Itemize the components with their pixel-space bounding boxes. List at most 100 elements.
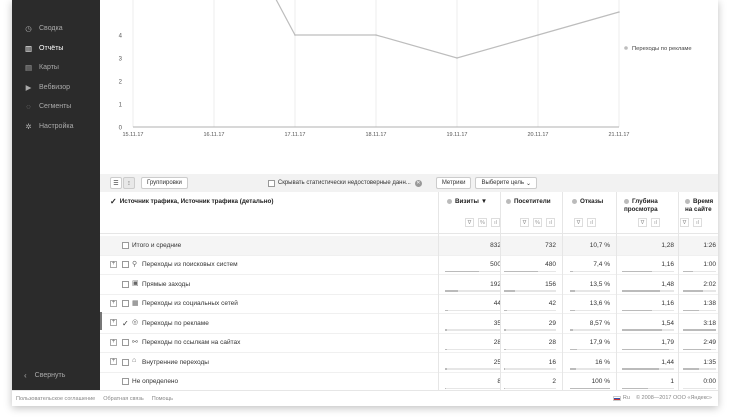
play-icon: ▶ [25, 82, 32, 92]
sidebar-item-1[interactable]: ▥ Отчёты [12, 39, 100, 59]
collapse-label: Свернуть [34, 372, 66, 379]
percent-icon[interactable]: % [533, 218, 542, 227]
row-checkbox[interactable] [122, 358, 129, 366]
footer-link-feedback[interactable]: Обратная связь [103, 395, 144, 402]
cell-value: 16 [548, 358, 556, 366]
cell-value: 0:00 [703, 378, 716, 385]
percent-icon[interactable]: % [478, 218, 487, 227]
x-tick-label: 21.11.17 [608, 132, 629, 138]
table-row[interactable]: + ▦ Переходы из социальных сетей 44 42 13,6 %… [100, 295, 718, 314]
cell-value: 42 [548, 300, 556, 307]
total-row[interactable]: Итого и средние 832 732 10,7 % 1,28 1:26 [100, 236, 718, 256]
footer-link-help[interactable]: Помощь [151, 395, 173, 402]
column-header-label: Время на сайте [685, 198, 714, 213]
tree-view-icon: ⁝ [128, 180, 130, 187]
row-checkbox[interactable] [122, 339, 129, 346]
table-row[interactable]: + ⌂ Внутренние переходы 25 16 16 % 1,44 1:35 [100, 353, 718, 373]
app-window: ◷ Сводка ▥ Отчёты ▤ Карты ▶ Вебвизор ◌ Сегменты ✲ Н… [12, 0, 718, 406]
cell-bar-track [504, 290, 556, 292]
collapse-button[interactable]: ‹ Свернуть [24, 371, 65, 380]
sidebar-item-3[interactable]: ▶ Вебвизор [12, 78, 100, 98]
cell-bar-track [570, 290, 610, 292]
chevron-left-icon: ‹ [24, 371, 27, 380]
column-chart-icon[interactable]: ıl [491, 218, 500, 227]
sidebar-item-label: Сводка [39, 25, 63, 33]
cell-value: 28 [548, 339, 556, 346]
row-checkbox[interactable] [122, 241, 129, 249]
filter-icon[interactable]: ∇ [465, 218, 474, 227]
column-divider [678, 192, 679, 390]
dimension-header[interactable]: ✓ Источник трафика, Источник трафика (де… [110, 198, 274, 206]
cell-value: 28 [493, 339, 501, 346]
row-checkbox[interactable] [122, 300, 129, 307]
row-label: Переходы по рекламе [142, 319, 209, 327]
footer-link-agreement[interactable]: Пользовательское соглашение [16, 395, 96, 402]
row-label: Не определено [132, 378, 179, 385]
grouping-button[interactable]: Группировки [141, 177, 188, 189]
y-tick-label: 4 [119, 34, 123, 40]
sidebar-item-2[interactable]: ▤ Карты [12, 58, 100, 78]
cell-bar-track [445, 329, 501, 331]
column-header-3[interactable]: Глубина просмотра [624, 198, 678, 214]
expand-icon[interactable]: + [110, 299, 117, 307]
link-icon: ⚯ [132, 338, 138, 346]
table-row[interactable]: ▣ Прямые заходы 192 156 13,5 % 1,48 2:02 [100, 275, 718, 295]
scrollbar-marker[interactable] [100, 312, 102, 330]
hide-unreliable-checkbox[interactable] [267, 179, 275, 187]
expand-icon[interactable]: + [110, 338, 117, 346]
column-header-1[interactable]: Посетители [506, 198, 560, 206]
goal-select[interactable]: Выберите цель ⌄ [475, 177, 537, 189]
filter-icon[interactable]: ∇ [680, 218, 689, 227]
data-point [537, 34, 539, 36]
cell-bar [570, 309, 576, 311]
goal-select-label: Выберите цель [481, 180, 524, 186]
hide-unreliable-toggle[interactable]: Скрывать статистически недостоверные дан… [267, 179, 422, 187]
expand-icon[interactable]: + [110, 319, 117, 326]
row-checkbox[interactable]: ✓ [122, 318, 129, 328]
info-icon[interactable]: ✕ [414, 179, 422, 187]
filter-icon[interactable]: ∇ [520, 218, 529, 227]
filter-icon[interactable]: ∇ [574, 218, 583, 227]
table-row[interactable]: + ✓ ◎ Переходы по рекламе 35 29 8,57 % 1,54 3:18 [100, 314, 718, 334]
x-tick-label: 15.11.17 [122, 132, 143, 138]
metrics-button[interactable]: Метрики [435, 177, 472, 189]
cell-value: 156 [545, 280, 556, 288]
cell-bar [622, 368, 660, 370]
column-chart-icon[interactable]: ıl [546, 218, 555, 227]
x-tick-label: 18.11.17 [365, 132, 386, 138]
cell-value: 192 [490, 280, 501, 288]
cell-bar [622, 329, 663, 331]
column-header-0[interactable]: Визиты ▼ [447, 198, 505, 206]
cell-value: 3:18 [703, 319, 716, 327]
cell-value: 2 [552, 378, 556, 385]
sidebar-item-label: Отчёты [39, 44, 64, 52]
sidebar-item-0[interactable]: ◷ Сводка [12, 19, 100, 39]
chevron-down-icon: ⌄ [525, 180, 531, 187]
view-table-button[interactable]: ☰ [110, 177, 122, 189]
column-chart-icon[interactable]: ıl [651, 218, 660, 227]
row-checkbox[interactable] [122, 280, 129, 288]
view-tree-button[interactable]: ⁝ [123, 177, 135, 189]
row-checkbox[interactable] [122, 261, 129, 268]
expand-icon[interactable]: + [110, 260, 117, 268]
y-tick-label: 0 [119, 126, 123, 132]
language-switch[interactable]: Ru [612, 395, 630, 401]
column-header-4[interactable]: Время на сайте [685, 198, 718, 214]
table-row[interactable]: + ⚲ Переходы из поисковых систем 500 480 7,4 … [100, 256, 718, 275]
column-header-2[interactable]: Отказы [572, 198, 614, 206]
cell-value: 13,5 % [589, 280, 610, 288]
row-checkbox[interactable] [122, 378, 129, 385]
cell-bar-track [445, 368, 501, 370]
column-chart-icon[interactable]: ıl [693, 218, 702, 227]
sidebar-item-4[interactable]: ◌ Сегменты [12, 97, 100, 117]
data-point [294, 34, 296, 36]
filter-icon[interactable]: ∇ [638, 218, 647, 227]
column-chart-icon[interactable]: ıl [587, 218, 596, 227]
clock-icon: ◷ [25, 24, 32, 33]
expand-icon[interactable]: + [110, 358, 117, 365]
gear-icon: ✲ [25, 121, 32, 131]
ads-icon: ◎ [132, 319, 139, 326]
cell-bar-track [504, 348, 556, 350]
table-row[interactable]: + ⚯ Переходы по ссылкам на сайтах 28 28 17,9 … [100, 334, 718, 353]
sidebar-item-5[interactable]: ✲ Настройка [12, 117, 100, 137]
